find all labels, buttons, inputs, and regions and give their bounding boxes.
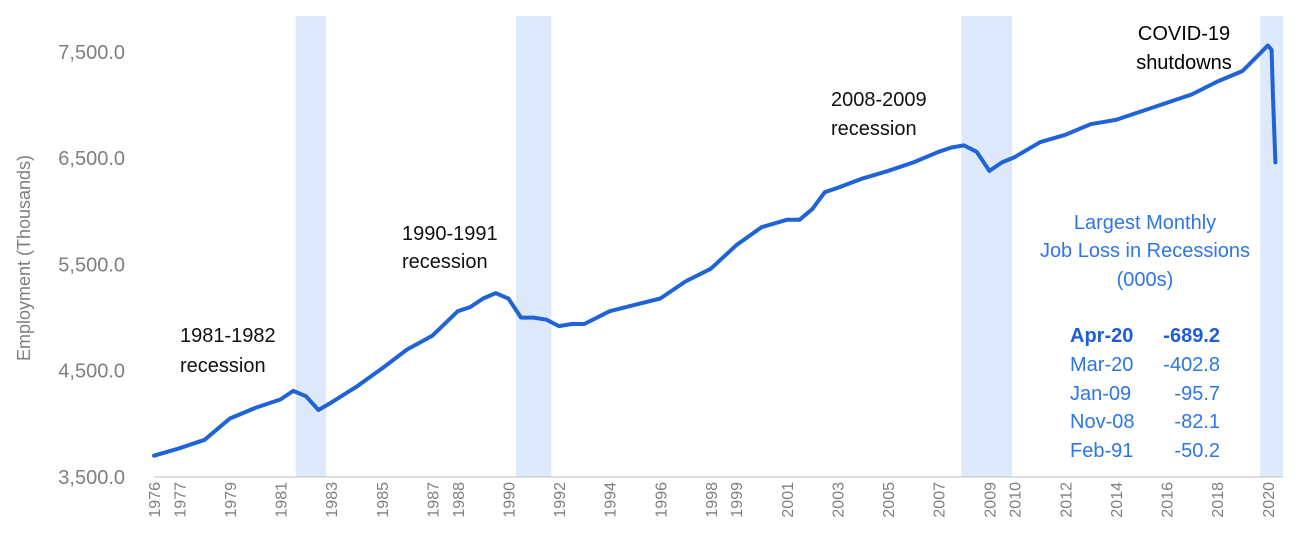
recession-band <box>1260 16 1283 477</box>
x-tick-label: 1996 <box>653 482 670 518</box>
x-tick-label: 1985 <box>375 482 392 518</box>
y-tick-label: 5,500.0 <box>58 254 125 276</box>
x-tick-label: 1998 <box>704 482 721 518</box>
x-tick-label: 2009 <box>982 482 999 518</box>
annotation-2008-line2: recession <box>831 118 917 140</box>
annotation-2008-line1: 2008-2009 <box>831 89 927 111</box>
y-tick-label: 3,500.0 <box>58 467 125 489</box>
x-tick-label: 1999 <box>729 482 746 518</box>
annotation-1990-line2: recession <box>402 251 488 273</box>
loss-row-4-month: Nov-08 <box>1070 411 1134 433</box>
y-tick-labels: 3,500.0 4,500.0 5,500.0 6,500.0 7,500.0 <box>58 42 125 489</box>
x-tick-label: 1976 <box>147 482 164 518</box>
annotation-1981-line2: recession <box>180 355 266 377</box>
loss-row-5-value: -50.2 <box>1174 440 1220 462</box>
loss-row-1-value: -689.2 <box>1163 325 1220 347</box>
annotation-1981-line1: 1981-1982 <box>180 325 276 347</box>
loss-row-3-value: -95.7 <box>1174 383 1220 405</box>
x-tick-label: 1979 <box>223 482 240 518</box>
loss-box-title-line3: (000s) <box>1117 269 1174 291</box>
loss-row-2-value: -402.8 <box>1163 354 1220 376</box>
x-tick-label: 1977 <box>172 482 189 518</box>
x-tick-label: 2020 <box>1261 482 1278 518</box>
x-tick-label: 2007 <box>932 482 949 518</box>
x-tick-label: 2003 <box>830 482 847 518</box>
x-tick-label: 2014 <box>1109 482 1126 518</box>
x-tick-label: 1994 <box>603 482 620 518</box>
x-tick-label: 2016 <box>1160 482 1177 518</box>
x-tick-label: 1990 <box>501 482 518 518</box>
annotation-covid-line2: shutdowns <box>1136 52 1232 74</box>
x-tick-label: 2012 <box>1058 482 1075 518</box>
recession-band <box>961 16 1013 477</box>
annotation-covid-line1: COVID-19 <box>1138 23 1230 45</box>
x-tick-label: 2010 <box>1008 482 1025 518</box>
recession-bands <box>295 16 1283 477</box>
x-tick-label: 1981 <box>274 482 291 518</box>
y-axis-label: Employment (Thousands) <box>14 155 34 361</box>
loss-box-title-line1: Largest Monthly <box>1074 212 1216 234</box>
loss-row-5-month: Feb-91 <box>1070 440 1133 462</box>
series-line <box>152 43 1278 458</box>
y-tick-label: 4,500.0 <box>58 361 125 383</box>
loss-row-2-month: Mar-20 <box>1070 354 1133 376</box>
x-tick-label: 2001 <box>780 482 797 518</box>
x-tick-label: 2018 <box>1210 482 1227 518</box>
x-tick-label: 1992 <box>552 482 569 518</box>
x-tick-label: 1988 <box>451 482 468 518</box>
loss-box-title-line2: Job Loss in Recessions <box>1040 240 1250 262</box>
recession-band <box>515 16 552 477</box>
loss-row-1-month: Apr-20 <box>1070 325 1133 347</box>
y-tick-label: 7,500.0 <box>58 42 125 64</box>
x-tick-label: 1983 <box>324 482 341 518</box>
x-tick-label: 2005 <box>881 482 898 518</box>
loss-row-3-month: Jan-09 <box>1070 383 1131 405</box>
x-tick-labels: 1976 1977 1979 1981 1983 1985 1987 1988 1990 1992… <box>147 482 1278 518</box>
x-tick-label: 1987 <box>425 482 442 518</box>
loss-row-4-value: -82.1 <box>1174 411 1220 433</box>
y-tick-label: 6,500.0 <box>58 148 125 170</box>
annotation-1990-line1: 1990-1991 <box>402 223 498 245</box>
